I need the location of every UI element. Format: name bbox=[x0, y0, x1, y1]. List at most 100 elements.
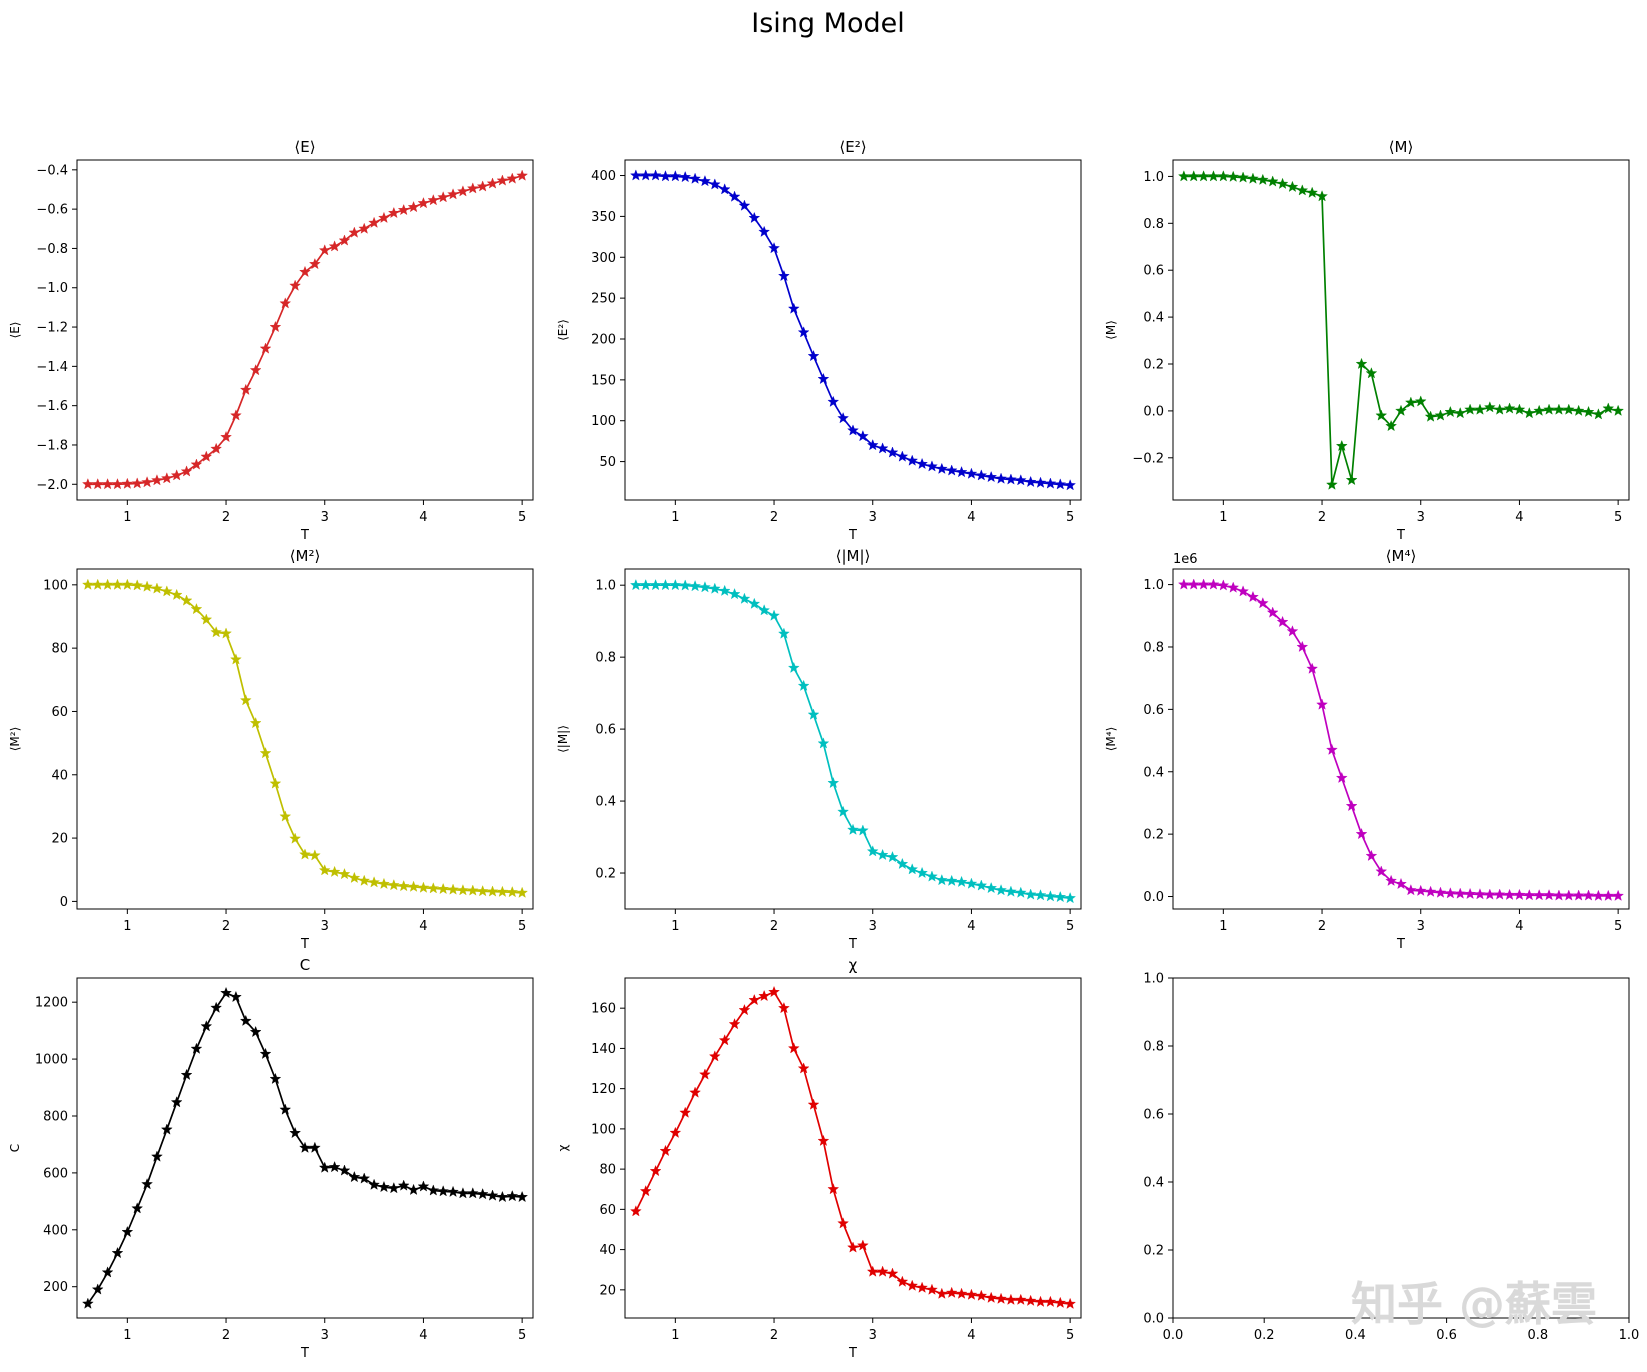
x-tick-label: 4 bbox=[419, 510, 427, 525]
data-point bbox=[1286, 625, 1299, 637]
data-point bbox=[269, 777, 282, 789]
y-tick-label: 0.6 bbox=[1143, 1108, 1164, 1123]
data-point bbox=[1454, 407, 1467, 419]
data-point bbox=[417, 197, 430, 209]
y-offset-label: 1e6 bbox=[1173, 552, 1198, 567]
data-point bbox=[728, 1018, 741, 1030]
chart-M2: 1 2 3 4 5 0 20 40 60 80 100 ⟨M²⟩ T ⟨M²⟩ bbox=[8, 547, 534, 952]
data-point bbox=[476, 180, 489, 192]
data-point bbox=[496, 1190, 509, 1203]
data-point bbox=[318, 244, 331, 256]
data-point bbox=[817, 1134, 830, 1146]
data-point bbox=[427, 194, 440, 206]
data-point bbox=[131, 1202, 144, 1214]
data-point bbox=[1276, 177, 1289, 189]
x-tick-label: 1 bbox=[671, 510, 679, 525]
y-tick-label: 0.8 bbox=[1143, 640, 1164, 655]
y-tick-label: 200 bbox=[43, 1280, 68, 1295]
data-point bbox=[427, 1184, 440, 1196]
y-tick-label: −1.2 bbox=[36, 321, 68, 336]
data-point bbox=[101, 478, 114, 490]
data-point bbox=[807, 708, 820, 720]
data-point bbox=[995, 1292, 1007, 1304]
x-axis-label: T bbox=[1396, 937, 1405, 952]
data-point bbox=[1247, 590, 1259, 603]
data-point bbox=[965, 1288, 978, 1300]
y-tick-label: −2.0 bbox=[36, 478, 68, 493]
x-tick-label: 3 bbox=[1417, 919, 1425, 934]
chart-E2: 1 2 3 4 5 50 100 150 200 250 300 350 400 ⟨E²⟩ T ⟨E²⟩ bbox=[556, 138, 1082, 543]
data-point bbox=[985, 470, 998, 483]
data-point bbox=[180, 1068, 193, 1081]
data-point bbox=[1404, 884, 1417, 896]
x-tick-label: 5 bbox=[1066, 919, 1074, 934]
data-point bbox=[249, 1025, 262, 1038]
data-point bbox=[279, 297, 292, 309]
data-point bbox=[758, 225, 771, 237]
data-point bbox=[476, 885, 489, 897]
data-point bbox=[837, 1217, 850, 1229]
data-point bbox=[689, 1086, 701, 1098]
data-point bbox=[669, 170, 682, 182]
data-point bbox=[180, 594, 193, 606]
data-point bbox=[708, 1050, 721, 1062]
data-point bbox=[797, 679, 810, 691]
chart-title: ⟨|M|⟩ bbox=[836, 547, 871, 565]
y-axis-label: ⟨|M|⟩ bbox=[556, 725, 570, 753]
data-point bbox=[1217, 170, 1230, 182]
y-axis-label: C bbox=[8, 1144, 22, 1152]
data-point bbox=[141, 580, 153, 592]
data-point bbox=[1005, 885, 1017, 897]
y-tick-label: 60 bbox=[51, 705, 68, 720]
data-point bbox=[1582, 405, 1595, 418]
data-point bbox=[101, 578, 114, 590]
data-point bbox=[1533, 404, 1546, 416]
y-tick-label: 100 bbox=[43, 578, 68, 593]
x-tick-label: 1 bbox=[123, 919, 131, 934]
data-point bbox=[91, 578, 104, 590]
data-point bbox=[1187, 170, 1200, 182]
data-point bbox=[1335, 771, 1348, 783]
x-tick-label: 4 bbox=[967, 1328, 975, 1343]
y-tick-label: 80 bbox=[599, 1163, 616, 1178]
y-tick-label: 1.0 bbox=[595, 579, 616, 594]
data-point bbox=[447, 188, 459, 200]
y-tick-label: 0.0 bbox=[1143, 1312, 1164, 1327]
data-point bbox=[738, 199, 751, 211]
data-point bbox=[738, 592, 751, 604]
y-tick-label: 0.4 bbox=[1143, 1176, 1164, 1191]
data-point bbox=[1256, 173, 1269, 185]
data-point bbox=[1592, 408, 1605, 420]
data-point bbox=[516, 886, 529, 898]
data-point bbox=[1464, 403, 1476, 415]
data-point bbox=[516, 169, 529, 181]
data-point bbox=[778, 269, 790, 282]
y-tick-label: 1.0 bbox=[1143, 578, 1164, 593]
data-point bbox=[378, 877, 390, 889]
data-point bbox=[506, 172, 519, 184]
data-point bbox=[1054, 1296, 1067, 1308]
data-point bbox=[111, 578, 124, 590]
data-point bbox=[338, 234, 351, 246]
data-point bbox=[935, 874, 948, 886]
data-point bbox=[239, 383, 252, 395]
y-tick-label: 150 bbox=[591, 373, 616, 388]
data-point bbox=[328, 240, 341, 252]
y-tick-label: 0.4 bbox=[1143, 765, 1164, 780]
x-tick-label: 1 bbox=[123, 510, 131, 525]
data-point bbox=[1355, 357, 1368, 369]
data-point bbox=[1014, 474, 1027, 486]
x-tick-label: 1 bbox=[1219, 919, 1227, 934]
x-tick-label: 2 bbox=[222, 1328, 230, 1343]
x-tick-label: 0.0 bbox=[1163, 1328, 1184, 1343]
data-point bbox=[896, 450, 909, 462]
figure-title: Ising Model bbox=[751, 8, 904, 39]
data-point bbox=[230, 653, 242, 665]
x-tick-label: 0.2 bbox=[1254, 1328, 1275, 1343]
y-tick-label: −0.2 bbox=[1132, 451, 1164, 466]
y-tick-label: 0.2 bbox=[1143, 1244, 1164, 1259]
x-axis-label: T bbox=[300, 528, 309, 543]
data-point bbox=[397, 880, 410, 892]
axes-frame bbox=[76, 159, 534, 501]
data-point bbox=[1474, 888, 1486, 900]
